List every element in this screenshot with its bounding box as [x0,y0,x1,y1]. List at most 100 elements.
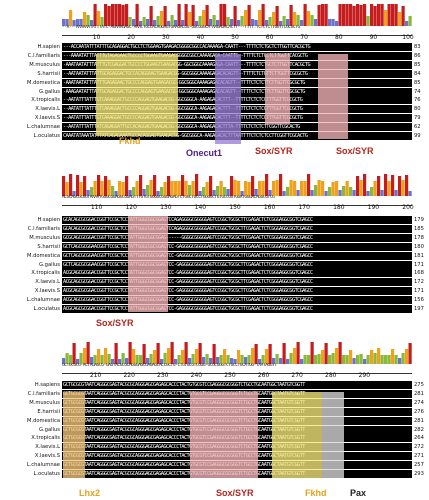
aligned-sequence: GCACAGCGCGGACCGGTTCCGCTCCTATTGGGCGGCGGAG… [62,216,412,224]
conservation-bar [188,358,192,364]
sequence-text: --AATATTTATTTATCAGAGGATTGCCACAGGAGTGAAGA… [63,124,300,131]
conservation-bar [86,342,90,364]
conservation-bar [391,4,395,26]
conservation-bar [69,10,73,26]
conservation-bar [205,182,209,196]
conservation-bar [363,4,367,26]
conservation-bar [195,174,199,196]
conservation-bar [184,181,188,196]
conservation-bar [317,354,321,364]
conservation-bar [76,359,80,364]
end-position: 83 [414,44,421,50]
conservation-bar [268,17,272,26]
aligned-sequence: GCTCAGCGCGGAACGGTTCCGCTCCTATTGGGCGGCGGAG… [62,242,412,251]
conservation-bar [128,190,132,196]
conservation-bar [261,181,265,196]
end-position: 172 [414,279,424,286]
conservation-bar [195,349,199,364]
conservation-bar [247,5,251,26]
sox-highlight-1 [265,54,290,124]
conservation-bar [191,5,195,26]
conservation-bar [100,181,104,196]
conservation-bar [198,191,202,196]
conservation-bar [370,4,374,26]
conservation-bar [331,19,335,26]
conservation-bar [100,355,104,364]
conservation-bar [359,354,363,364]
conservation-bar [223,4,227,26]
conservation-bar [377,176,381,196]
aligned-sequence: ---ACCAATATTTATTTGCAGAGGACTGCCTCTGGAAGTG… [62,43,412,51]
position-tick-label: 220 [123,372,135,379]
conservation-bar [181,20,185,26]
conservation-bar [230,358,234,364]
species-name: G.gallus [38,261,60,268]
sequence-text: ACGCAGCGCGGACCGGTTCCGCTCCTATTGGGCGGCGGAG… [63,288,313,295]
species-name: M.musculus [29,234,60,241]
conservation-bar [335,21,339,26]
conservation-bar [107,6,111,26]
conservation-bar [244,357,248,364]
sequence-text: GCTGCGCGTAATCAGGGCGAGTACGCGCAGGGAGCGAGAG… [63,462,305,469]
conservation-bar [377,4,381,26]
species-name: H.sapien [37,217,60,223]
conservation-bar [303,181,307,196]
aligned-sequence: ACGCAGCGCGGACCGGTTCCGCTCCTATTGGGCGGCGGAG… [62,269,412,278]
conservation-bar [181,175,185,196]
conservation-bar [317,180,321,196]
conservation-bar [76,19,80,26]
end-position: 86 [414,52,421,59]
conservation-bar [331,353,335,364]
conservation-bar [114,4,118,26]
sox-highlight-4 [190,392,258,478]
species-name: G.gallus [38,426,60,433]
aligned-sequence: GCTGCGCGTAATCAGGGCGAGTACGCGCAGGGAGCGAGAG… [62,381,412,389]
conservation-bar [170,181,174,196]
conservation-bar [205,354,209,364]
conservation-bar [230,176,234,196]
sequence-text: ACGCAGCGCGGACCGGTTCCGCTCCTATTGGGCGGCGGAG… [63,270,313,277]
sequence-text: --AATAATATTTATTGCAGAGGACTGCCACAGGAAGTGAA… [63,70,308,77]
sequence-text: GCTGCGCGTAATCAGGGCGAGTACGCGCAGGGAGCGAGAG… [63,408,305,415]
species-row: M.domestica GCTCAGCGCGGAACGGTTCCGCTCCTATT… [0,251,429,260]
conservation-bar [394,4,398,26]
conservation-bar [401,180,405,196]
conservation-bar [76,175,80,196]
conservation-bar [352,6,356,26]
conservation-bar [226,189,230,196]
conservation-bar [233,6,237,26]
conservation-bar [359,5,363,26]
position-tick-label: 80 [334,34,343,41]
species-name: L.oculatus [33,133,61,139]
consensus-sequence: GCTGCGCG-ACTAGAGCG-GAGTACGCGCAGGGAGCGAGA… [62,363,277,368]
conservation-bar [62,358,66,364]
conservation-bar [314,185,318,196]
conservation-bar [314,355,318,364]
conservation-bar [258,359,262,364]
end-position: 179 [414,217,424,223]
conservation-bar [408,191,412,196]
position-tick-label: 40 [196,34,205,41]
conservation-bar [65,19,69,26]
conservation-bar [237,181,241,196]
conservation-bar [286,187,290,196]
position-ruler: 110 120 130 140 150 160 170 180 190 200 [62,201,414,213]
conservation-bar [205,5,209,26]
conservation-bar [237,20,241,26]
conservation-bar [289,353,293,364]
conservation-bar [149,6,153,26]
end-position: 181 [414,252,424,259]
position-tick-label: 100 [402,34,414,41]
conservation-bar [156,343,160,364]
conservation-bar [114,343,118,364]
sequence-text: -AAATAATATTTATTTGAGAGAACTGCCCCAGGAGTGAAG… [63,79,305,86]
aligned-sequence: ACGCAGCGCGGACCGGTTCCGCTCCTATTGGGCGGCGGAG… [62,305,412,313]
end-position: 257 [414,462,424,469]
conservation-bar [254,189,258,196]
end-position: 281 [414,417,424,424]
conservation-bar [384,355,388,364]
conservation-bar [307,174,311,196]
conservation-bar [79,182,83,196]
species-name: M.musculus [29,399,60,406]
pax-highlight [322,392,344,478]
